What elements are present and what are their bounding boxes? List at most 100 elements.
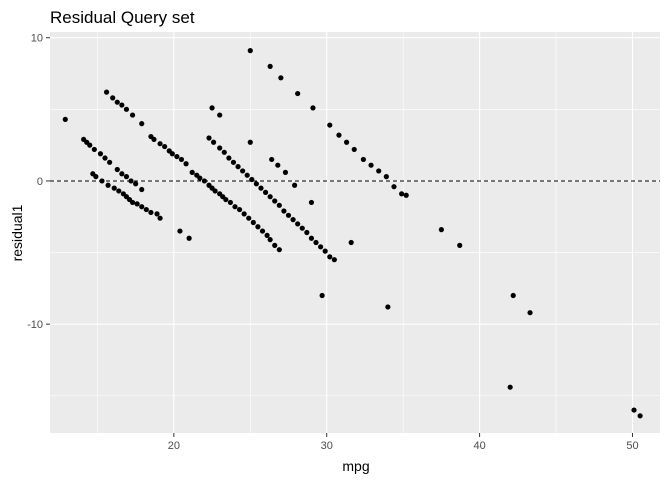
data-point — [235, 164, 241, 170]
data-point — [267, 194, 273, 200]
data-point — [212, 188, 218, 194]
data-point — [264, 232, 270, 238]
data-point — [217, 145, 223, 151]
data-point — [276, 247, 282, 253]
data-point — [385, 304, 391, 310]
data-point — [282, 169, 289, 175]
data-point — [206, 135, 212, 141]
data-point — [310, 105, 316, 111]
data-point — [327, 122, 333, 128]
data-point — [217, 112, 223, 118]
data-point — [139, 186, 145, 193]
data-point — [510, 292, 516, 299]
data-point — [262, 189, 269, 195]
data-point — [292, 182, 298, 188]
data-point — [276, 202, 282, 208]
data-point — [343, 139, 350, 145]
data-point — [93, 174, 99, 180]
data-point — [139, 204, 145, 210]
data-point — [246, 215, 252, 221]
data-point — [157, 215, 163, 221]
data-point — [247, 139, 253, 145]
plot-panel — [50, 32, 660, 433]
data-point — [318, 244, 324, 250]
data-points — [62, 48, 643, 419]
data-point — [119, 171, 125, 177]
data-point — [376, 168, 382, 174]
data-point — [114, 99, 120, 105]
data-point — [157, 141, 163, 147]
data-point — [230, 159, 237, 165]
data-point — [527, 310, 533, 316]
data-point — [360, 156, 367, 163]
data-point — [209, 105, 215, 111]
data-point — [236, 206, 243, 213]
data-point — [304, 229, 310, 236]
chart-title: Residual Query set — [50, 8, 195, 27]
data-point — [249, 176, 255, 183]
data-point — [272, 198, 278, 204]
data-point — [267, 63, 273, 69]
data-point — [177, 228, 183, 234]
data-point — [102, 155, 108, 161]
data-point — [457, 242, 463, 248]
data-point — [278, 75, 284, 81]
data-point — [295, 221, 301, 227]
data-point — [107, 159, 113, 165]
minor-gridlines — [50, 32, 660, 433]
data-point — [290, 217, 296, 223]
data-point — [313, 239, 319, 246]
data-point — [253, 181, 259, 187]
data-point — [139, 121, 145, 127]
data-point — [391, 184, 397, 190]
y-tick-label: 0 — [37, 176, 43, 188]
data-point — [110, 95, 116, 101]
data-point — [169, 151, 175, 157]
data-point — [241, 211, 247, 217]
data-point — [116, 188, 122, 194]
data-point — [631, 407, 637, 413]
x-axis-title: mpg — [342, 458, 369, 474]
data-point — [91, 146, 97, 153]
data-point — [351, 146, 357, 153]
data-point — [348, 239, 354, 246]
data-point — [133, 181, 139, 187]
data-point — [269, 156, 275, 163]
data-point — [403, 192, 409, 198]
data-point — [226, 155, 232, 161]
data-point — [143, 206, 149, 213]
data-point — [281, 208, 287, 214]
data-point — [227, 199, 234, 206]
data-point — [97, 151, 104, 157]
data-point — [285, 212, 292, 218]
data-point — [189, 169, 195, 175]
data-point — [99, 178, 105, 184]
data-point — [399, 191, 405, 197]
data-point — [637, 413, 643, 419]
data-point — [255, 224, 261, 230]
data-point — [319, 292, 325, 299]
data-point — [123, 174, 130, 180]
x-tick-label: 50 — [626, 440, 638, 452]
data-point — [162, 143, 168, 150]
data-point — [336, 132, 342, 138]
x-tick-label: 20 — [168, 440, 180, 452]
data-point — [272, 242, 278, 248]
data-point — [267, 237, 273, 243]
data-point — [295, 90, 301, 97]
data-point — [174, 153, 180, 160]
data-point — [103, 89, 110, 95]
data-point — [247, 48, 253, 54]
x-tick-label: 30 — [321, 440, 333, 452]
data-point — [129, 199, 136, 206]
data-point — [221, 149, 227, 155]
data-point — [123, 106, 130, 112]
data-point — [210, 139, 217, 145]
data-point — [128, 178, 134, 184]
data-point — [186, 235, 192, 241]
data-point — [151, 136, 157, 143]
data-point — [201, 178, 208, 184]
data-point — [129, 112, 136, 118]
data-point — [87, 142, 93, 148]
